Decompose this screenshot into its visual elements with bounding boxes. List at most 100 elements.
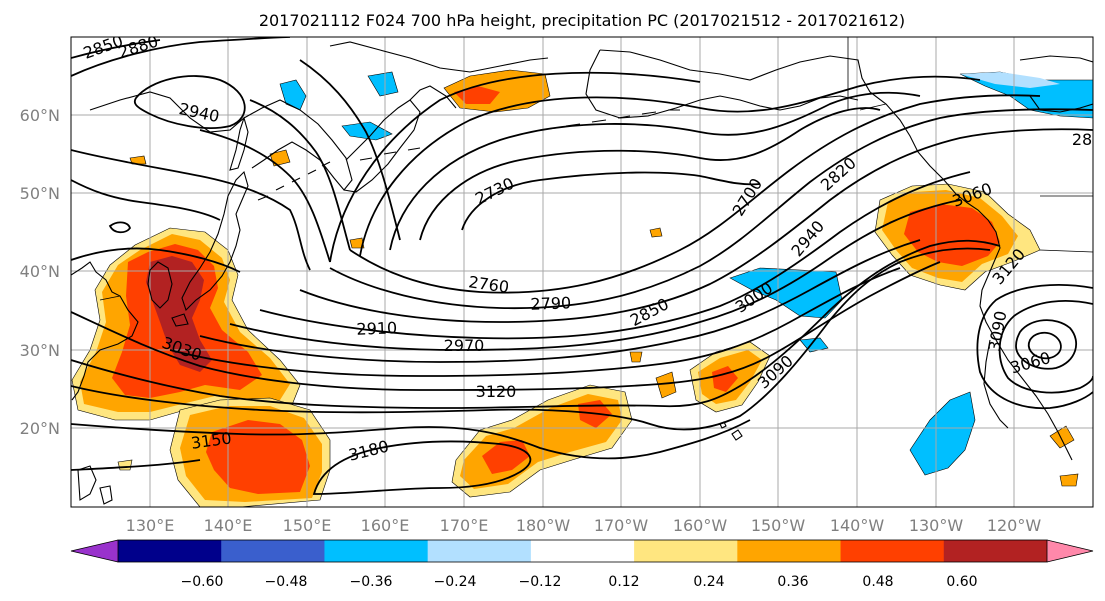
contour-label: 3120 <box>476 382 517 401</box>
contour-3090 <box>71 239 1001 409</box>
lon-label: 130°W <box>909 516 964 535</box>
shade-neg-okhotsk <box>341 121 393 141</box>
lon-label: 160°E <box>361 516 410 535</box>
contour-2730 <box>461 171 761 231</box>
contour-3180 <box>312 440 532 495</box>
contour-2940-nw <box>133 75 246 129</box>
shade-subtrop-w-strong <box>206 420 310 494</box>
shade-bering-strong <box>454 86 500 104</box>
contour-3150-b <box>71 459 201 471</box>
colorbar-segment <box>840 540 945 562</box>
shade-dot-a <box>129 155 147 165</box>
colorbar-tick-label: 0.60 <box>946 574 977 590</box>
map-area: 2850 2880 2940 2730 2700 2820 2940 2760 <box>71 37 1093 507</box>
lon-label: 170°E <box>440 516 489 535</box>
gridlines <box>71 37 1093 507</box>
colorbar-frame <box>117 539 1048 563</box>
lat-label: 50°N <box>20 184 60 203</box>
shade-neg-baja <box>909 391 976 476</box>
contour-3150 <box>71 419 751 460</box>
lon-label: 150°W <box>751 516 806 535</box>
lon-label: 130°E <box>126 516 175 535</box>
contour-asia-b <box>71 247 241 273</box>
colorbar-segment <box>530 540 635 562</box>
colorbar-tick-label: 0.24 <box>693 574 724 590</box>
contour-3030 <box>71 261 941 391</box>
map-frame <box>70 36 1094 508</box>
colorbar-tick-label: 0.12 <box>608 574 639 590</box>
colorbar-segment <box>943 540 1048 562</box>
contour-2790 <box>389 91 921 251</box>
contour-3000 <box>169 267 901 377</box>
contour-asia-d <box>71 149 311 271</box>
lat-label: 60°N <box>20 106 60 125</box>
contour-asia-a <box>71 179 221 221</box>
contour-c5 <box>329 71 701 263</box>
colorbar-segment <box>634 540 738 562</box>
shade-neg-siberia <box>279 79 307 111</box>
shade-dot-h <box>117 459 133 471</box>
contour-2850-lower <box>299 128 1093 323</box>
colorbar-extend-left <box>71 540 118 562</box>
contour-2790-lower <box>329 108 1093 310</box>
colorbar-tick-labels: −0.60 −0.48 −0.36 −0.24 −0.12 0.12 0.24 … <box>181 574 978 590</box>
colorbar-extend-right <box>1047 540 1093 562</box>
contour-3120 <box>71 247 991 431</box>
contour-c4 <box>359 75 981 257</box>
lon-label: 140°E <box>204 516 253 535</box>
lon-label: 160°W <box>673 516 728 535</box>
lat-label: 40°N <box>20 262 60 281</box>
colorbar-segment <box>118 540 222 562</box>
colorbar-segment <box>324 540 429 562</box>
colorbar-extend-left-outline <box>70 539 119 563</box>
shade-neg-north-canada-light <box>960 72 1060 88</box>
colorbar-tick-label: −0.36 <box>350 574 393 590</box>
borders <box>99 37 1093 301</box>
colorbar: −0.60 −0.48 −0.36 −0.24 −0.12 0.12 0.24 … <box>70 539 1094 590</box>
contour-2760-lower <box>349 94 1041 294</box>
contour-2970 <box>199 239 921 363</box>
shade-neg-mid-pacific-2 <box>799 337 829 353</box>
contour-label: 2910 <box>356 318 397 338</box>
contour-asia-e <box>199 129 331 263</box>
longitude-labels: 130°E 140°E 150°E 160°E 170°E 180°W 170°… <box>126 516 1042 535</box>
contour-2940-lower <box>229 199 961 351</box>
lat-label: 30°N <box>20 341 60 360</box>
contour-low-mid <box>998 300 1093 394</box>
colorbar-tick-label: −0.48 <box>265 574 308 590</box>
lon-label: 150°E <box>283 516 332 535</box>
contour-labels: 2850 2880 2940 2730 2700 2820 2940 2760 <box>81 37 1092 465</box>
contour-low-core <box>1027 331 1062 360</box>
shade-small-165w <box>655 371 677 399</box>
contour-low-inner <box>1015 319 1078 370</box>
map-title: 2017021112 F024 700 hPa height, precipit… <box>259 11 905 30</box>
latitude-labels: 60°N 50°N 40°N 30°N 20°N <box>20 106 60 438</box>
precipitation-shading <box>71 69 1093 507</box>
shade-wpac-max <box>146 256 212 372</box>
contour-2880-nw <box>71 37 291 77</box>
colorbar-tick-label: 0.36 <box>777 574 808 590</box>
contour-label: 28 <box>1072 130 1092 149</box>
lon-label: 170°W <box>594 516 649 535</box>
lon-label: 120°W <box>987 516 1042 535</box>
contour-2850-nw <box>71 39 161 59</box>
colorbar-extend-right-outline <box>1046 539 1094 563</box>
lon-label: 180°W <box>516 516 571 535</box>
colorbar-tick-label: −0.12 <box>519 574 562 590</box>
contour-asia-g <box>299 59 401 241</box>
shade-dot-f <box>349 237 365 249</box>
shade-dot-g <box>629 351 643 363</box>
contour-asia-c <box>108 221 131 234</box>
contour-asia-f <box>249 99 351 251</box>
colorbar-segment <box>737 540 842 562</box>
contour-2910 <box>259 171 971 340</box>
colorbar-tick-label: 0.48 <box>862 574 893 590</box>
shade-dot-c <box>649 227 663 238</box>
contour-2760 <box>419 107 881 241</box>
contour-label: 2970 <box>444 336 485 355</box>
colorbar-segment <box>221 540 325 562</box>
height-contours <box>71 37 1093 495</box>
lat-label: 20°N <box>20 419 60 438</box>
colorbar-segments <box>118 540 1048 562</box>
